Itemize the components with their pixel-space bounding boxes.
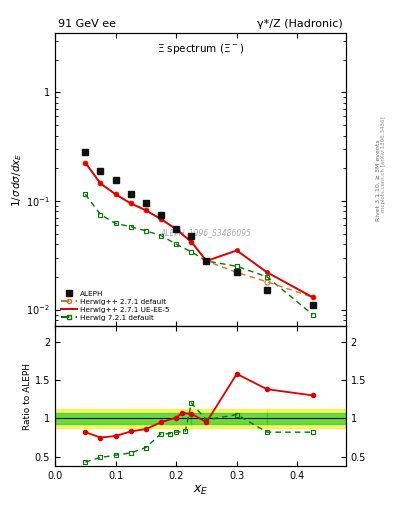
Y-axis label: Rivet 3.1.10, ≥ 3M events: Rivet 3.1.10, ≥ 3M events [391,355,393,437]
Y-axis label: Ratio to ALEPH: Ratio to ALEPH [23,362,32,430]
Y-axis label: $1/\sigma\,d\sigma/dx_E$: $1/\sigma\,d\sigma/dx_E$ [10,153,24,207]
Text: 91 GeV ee: 91 GeV ee [58,19,116,29]
Text: $\Xi$ spectrum $(\Xi^-)$: $\Xi$ spectrum $(\Xi^-)$ [157,42,244,56]
Text: γ*/Z (Hadronic): γ*/Z (Hadronic) [257,19,343,29]
Y-axis label: Rivet 3.1.10, ≥ 3M events: Rivet 3.1.10, ≥ 3M events [376,139,381,221]
Text: mcplots.cern.ch [arXiv:1306.3436]: mcplots.cern.ch [arXiv:1306.3436] [381,116,386,211]
Legend: ALEPH, Herwig++ 2.7.1 default, Herwig++ 2.7.1 UE-EE-5, Herwig 7.2.1 default: ALEPH, Herwig++ 2.7.1 default, Herwig++ … [59,289,172,323]
X-axis label: $x_E$: $x_E$ [193,483,208,497]
Text: ALEPH_1996_S3486095: ALEPH_1996_S3486095 [161,228,252,237]
